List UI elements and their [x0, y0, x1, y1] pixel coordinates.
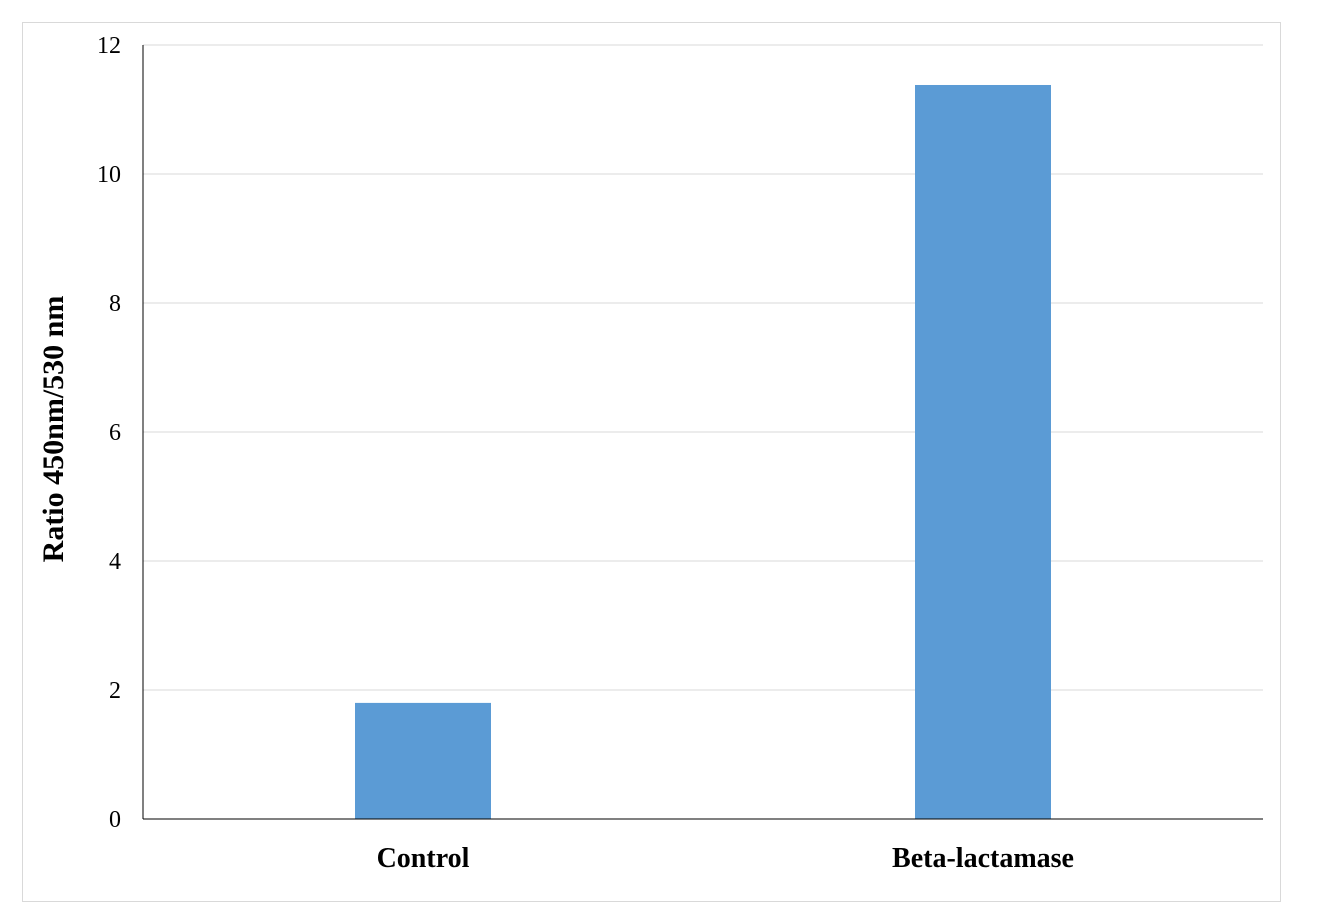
chart-frame — [22, 22, 1281, 902]
x-category-label: Beta-lactamase — [892, 843, 1074, 874]
y-tick-label: 2 — [109, 678, 121, 704]
y-tick-label: 4 — [109, 549, 121, 575]
y-tick-label: 0 — [109, 807, 121, 833]
bar-beta-lactamase — [915, 84, 1051, 820]
y-tick-label: 12 — [97, 33, 121, 59]
y-axis-title: Ratio 450nm/530 nm — [37, 296, 70, 563]
x-category-labels: Control Beta-lactamase — [377, 843, 1074, 874]
y-tick-label: 8 — [109, 291, 121, 317]
y-tick-label: 10 — [97, 162, 121, 188]
x-category-label: Control — [377, 843, 470, 874]
gridlines — [143, 44, 1263, 691]
y-tick-label: 6 — [109, 420, 121, 446]
y-tick-labels: 0 2 4 6 8 10 12 — [97, 33, 121, 833]
bar-control — [355, 702, 491, 819]
axes — [142, 45, 1263, 820]
bars — [355, 84, 1051, 820]
